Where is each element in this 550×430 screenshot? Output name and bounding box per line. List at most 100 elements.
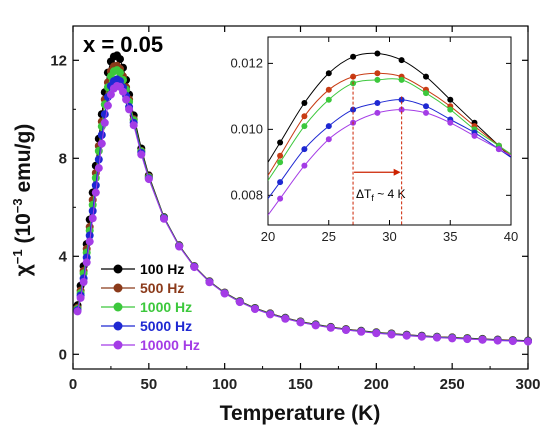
inset-data-point xyxy=(374,70,381,77)
main-data-point xyxy=(342,326,350,334)
inset-data-point xyxy=(447,106,454,113)
inset-x-tick-label: 30 xyxy=(382,229,396,244)
inset-y-tick-label: 0.008 xyxy=(230,187,263,202)
main-data-point xyxy=(205,278,214,287)
main-data-point xyxy=(76,293,85,302)
main-data-point xyxy=(251,305,259,313)
inset-data-point xyxy=(277,195,284,202)
main-data-point xyxy=(417,332,426,341)
main-x-tick-label: 50 xyxy=(140,376,157,393)
inset-data-point xyxy=(447,96,454,103)
inset-data-point xyxy=(325,70,332,77)
delta-tf-label: ΔTf ~ 4 K xyxy=(356,187,406,203)
main-data-point xyxy=(387,330,396,339)
legend-label: 100 Hz xyxy=(140,261,184,277)
main-data-point xyxy=(122,95,131,104)
inset-data-point xyxy=(423,103,429,110)
legend-marker xyxy=(113,340,123,350)
inset-data-point xyxy=(398,96,405,103)
main-data-point xyxy=(160,214,168,223)
main-data-point xyxy=(463,335,472,344)
main-data-point xyxy=(125,105,134,114)
inset-data-point xyxy=(325,136,332,143)
main-y-tick-label: 4 xyxy=(59,248,68,265)
inset-data-point xyxy=(325,123,332,130)
y-title-mid: (10 xyxy=(12,213,35,249)
inset-data-point xyxy=(277,139,284,146)
main-x-tick-label: 200 xyxy=(364,376,389,393)
main-data-point xyxy=(82,258,91,267)
main-data-point xyxy=(137,150,146,159)
legend-marker xyxy=(113,321,123,331)
main-data-point xyxy=(508,337,517,346)
inset-data-point xyxy=(301,113,308,120)
inset-data-point xyxy=(374,50,381,57)
inset-x-tick-label: 20 xyxy=(261,229,275,244)
main-data-point xyxy=(448,334,457,343)
inset-data-point xyxy=(301,146,308,153)
y-title-sup2: −3 xyxy=(10,198,25,213)
main-axes: 0 50 100 150 200 250 300 0 4 8 12 xyxy=(50,26,541,393)
inset-axes: 20 25 30 35 40 0.008 0.010 0.012 xyxy=(230,37,518,244)
main-data-point xyxy=(100,110,109,119)
main-data-point xyxy=(73,307,82,316)
y-title-suffix: emu/g) xyxy=(12,124,35,199)
legend-marker xyxy=(113,283,123,293)
main-data-point xyxy=(91,173,100,182)
inset-data-point xyxy=(447,119,454,126)
main-data-point xyxy=(119,87,127,96)
main-x-tick-label: 0 xyxy=(69,376,77,393)
inset-x-tick-label: 35 xyxy=(443,229,457,244)
main-data-point xyxy=(175,242,184,251)
main-data-point xyxy=(85,237,94,246)
inset-data-point xyxy=(350,53,357,60)
main-data-point xyxy=(85,231,94,240)
main-data-point xyxy=(433,333,441,342)
legend: 100 Hz 500 Hz 1000 Hz 5000 Hz 10000 Hz xyxy=(101,261,200,353)
main-data-point xyxy=(235,298,244,307)
legend-label: 500 Hz xyxy=(140,280,184,296)
inset-x-tick-label: 40 xyxy=(504,229,518,244)
inset-data-point xyxy=(423,73,429,80)
y-title-sup: −1 xyxy=(10,249,25,264)
delta-tf-sub: f xyxy=(371,193,374,203)
main-y-tick-label: 12 xyxy=(50,52,67,69)
main-data-point xyxy=(116,68,124,77)
legend-label: 10000 Hz xyxy=(140,337,200,353)
inset-data-point xyxy=(350,106,357,113)
delta-tf-rest: ~ 4 K xyxy=(374,187,406,201)
inset-y-tick-label: 0.010 xyxy=(230,121,263,136)
inset-x-tick-label: 25 xyxy=(322,229,336,244)
main-data-point xyxy=(103,101,112,110)
legend-label: 1000 Hz xyxy=(140,299,192,315)
inset-data-point xyxy=(301,100,308,106)
legend-marker xyxy=(113,264,123,274)
inset-data-point xyxy=(423,109,429,116)
main-data-point xyxy=(100,118,109,127)
main-data-point xyxy=(94,164,103,173)
main-data-point xyxy=(281,314,290,323)
delta-tf-text: ΔT xyxy=(356,187,372,201)
main-x-tick-label: 300 xyxy=(515,376,540,393)
inset-data-point xyxy=(423,90,429,97)
main-y-tick-label: 8 xyxy=(59,150,67,167)
main-data-point xyxy=(493,336,502,345)
main-data-point xyxy=(296,318,305,327)
inset-plot-frame xyxy=(267,36,512,226)
inset-series-group xyxy=(268,50,511,216)
inset-data-point xyxy=(398,76,405,83)
main-x-axis-title: Temperature (K) xyxy=(220,402,381,425)
inset-data-point xyxy=(325,96,332,103)
main-data-point xyxy=(266,310,275,319)
main-data-point xyxy=(311,321,320,330)
main-data-point xyxy=(97,139,106,148)
main-data-point xyxy=(326,323,335,332)
inset-data-point xyxy=(374,100,381,106)
main-data-point xyxy=(88,214,97,223)
inset-data-point xyxy=(325,86,332,93)
inset-data-point xyxy=(398,106,405,113)
main-data-point xyxy=(372,329,381,338)
main-data-point xyxy=(97,131,106,139)
main-data-point xyxy=(524,337,532,346)
main-annotation: x = 0.05 xyxy=(83,32,163,57)
